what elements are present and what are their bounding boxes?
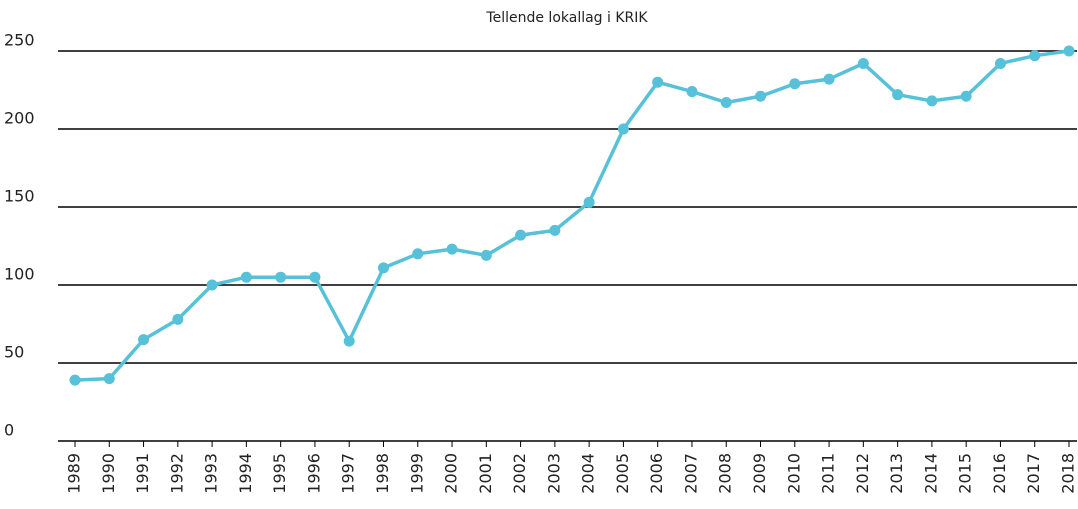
x-tick-label: 1999 [407, 453, 426, 494]
x-tick-label: 1993 [202, 453, 221, 494]
point [377, 262, 389, 274]
x-tick-label: 2014 [921, 453, 940, 494]
y-tick-label: 150 [4, 187, 35, 206]
x-tick-label: 2011 [819, 453, 838, 494]
point [69, 374, 81, 386]
x-tick-label: 2016 [990, 453, 1009, 494]
point [720, 96, 732, 108]
x-tick-label: 2006 [647, 453, 666, 494]
line [74, 49, 1070, 382]
x-tick-label: 2012 [853, 453, 872, 494]
point [240, 271, 252, 283]
x-tick-label: 2013 [887, 453, 906, 494]
point [172, 313, 184, 325]
x-tick-label: 1989 [65, 453, 84, 494]
point [549, 224, 561, 236]
point [446, 243, 458, 255]
point [583, 196, 595, 208]
x-tick-label: 2015 [956, 453, 975, 494]
point [994, 57, 1006, 69]
y-tick-label: 100 [4, 265, 35, 284]
point [309, 271, 321, 283]
point [515, 229, 527, 241]
point [103, 373, 115, 385]
x-tick-label: 2009 [750, 453, 769, 494]
x-tick-label: 1994 [236, 453, 255, 494]
x-tick-label: 1991 [133, 453, 152, 494]
point [1029, 50, 1041, 62]
x-tick-label: 2004 [579, 453, 598, 494]
x-tick-label: 1996 [304, 453, 323, 494]
point [275, 271, 287, 283]
x-tick-label: 2007 [681, 453, 700, 494]
point [412, 248, 424, 260]
point [960, 90, 972, 102]
x-tick-label: 1997 [339, 453, 358, 494]
point [926, 95, 938, 107]
chart-title: Tellende lokallag i KRIK [485, 10, 648, 26]
point [617, 123, 629, 135]
x-tick-label: 2001 [476, 453, 495, 494]
x-tick-label: 2003 [544, 453, 563, 494]
x-tick-label: 1990 [99, 453, 118, 494]
x-tick-label: 2002 [510, 453, 529, 494]
point [823, 73, 835, 85]
point [652, 76, 664, 88]
x-tick-label: 2017 [1024, 453, 1043, 494]
x-tick-label: 2000 [442, 453, 461, 494]
point [686, 86, 698, 98]
x-tick-label: 2005 [613, 453, 632, 494]
point [206, 279, 218, 291]
y-tick-label: 0 [4, 421, 14, 440]
y-tick-label: 50 [4, 343, 24, 362]
x-tick-label: 2008 [716, 453, 735, 494]
point [343, 335, 355, 347]
x-tick-label: 1995 [270, 453, 289, 494]
point [892, 89, 904, 101]
point [138, 334, 150, 346]
point [789, 78, 801, 90]
point [480, 249, 492, 261]
point [857, 57, 869, 69]
y-tick-label: 200 [4, 109, 35, 128]
x-tick-label: 2010 [784, 453, 803, 494]
y-tick-label: 250 [4, 31, 35, 50]
x-tick-label: 1998 [373, 453, 392, 494]
x-tick-label: 2018 [1059, 453, 1078, 494]
point [755, 90, 767, 102]
x-tick-label: 1992 [167, 453, 186, 494]
point [1063, 45, 1075, 57]
